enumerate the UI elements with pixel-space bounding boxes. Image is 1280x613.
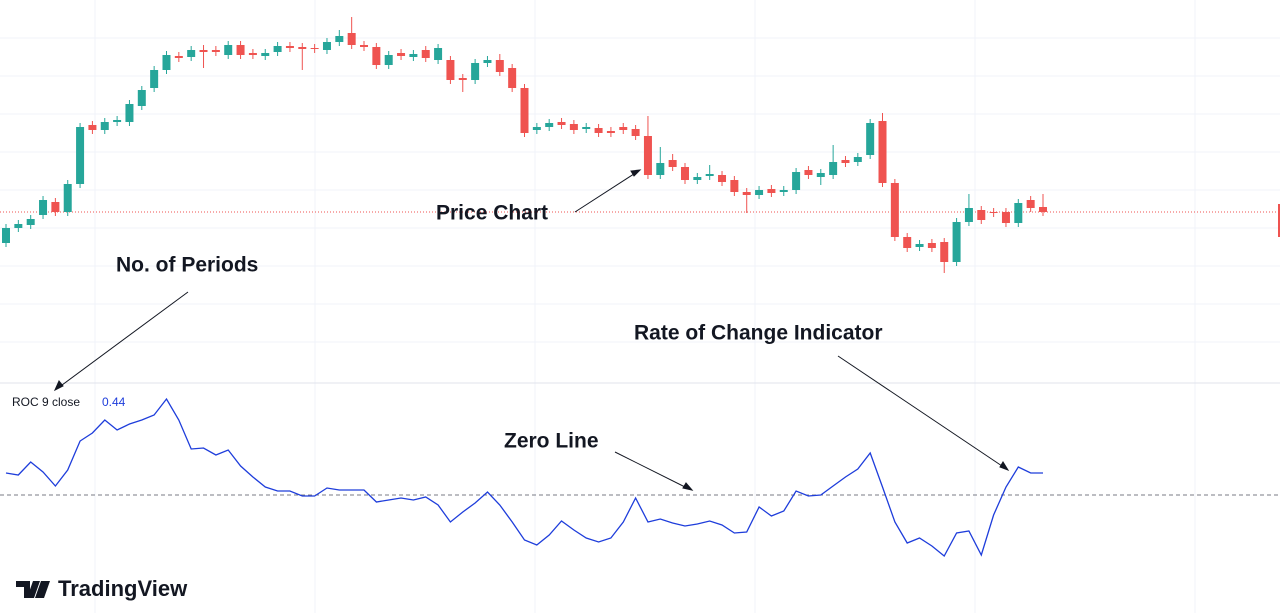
candle-body <box>63 184 72 212</box>
candle-body <box>51 202 60 212</box>
candle-body <box>273 46 282 52</box>
indicator-value: 0.44 <box>102 395 126 409</box>
candle-body <box>100 122 109 130</box>
annotation: Rate of Change Indicator <box>634 322 883 345</box>
candle-body <box>495 60 504 72</box>
candle-body <box>322 42 331 50</box>
candle-body <box>483 60 492 63</box>
candle-body <box>384 55 393 65</box>
candle-body <box>187 50 196 57</box>
candle-body <box>643 136 652 175</box>
candle-body <box>903 237 912 248</box>
candle-body <box>471 63 480 80</box>
candle-body <box>236 45 245 55</box>
candle-body <box>779 190 788 192</box>
candle-body <box>335 36 344 42</box>
candle-body <box>347 33 356 45</box>
candle-body <box>680 167 689 180</box>
candle-body <box>458 78 467 80</box>
candle-body <box>668 160 677 167</box>
candle-body <box>2 228 10 243</box>
candle-body <box>705 174 714 176</box>
candle-body <box>211 50 220 52</box>
candle-body <box>594 128 603 133</box>
candle-body <box>174 56 183 58</box>
annotation: Price Chart <box>436 202 548 225</box>
candle-body <box>619 127 628 130</box>
candle-body <box>224 45 233 55</box>
candle-body <box>1014 203 1023 223</box>
candle-body <box>434 48 443 60</box>
candle-body <box>446 60 455 80</box>
candle-body <box>39 200 48 215</box>
candle-body <box>520 88 529 133</box>
candle-body <box>298 47 307 49</box>
indicator-name: ROC 9 close <box>12 395 80 409</box>
candle-body <box>545 123 554 127</box>
last-price-marker <box>1278 204 1280 237</box>
candle-body <box>866 123 875 155</box>
candle-body <box>14 224 23 228</box>
candle-body <box>693 177 702 180</box>
candle-body <box>915 244 924 247</box>
candle-body <box>755 190 764 195</box>
logo-text: TradingView <box>58 576 188 601</box>
candle-body <box>804 170 813 175</box>
roc-line <box>5 397 1043 557</box>
candle-body <box>248 53 257 55</box>
candle-body <box>88 125 97 130</box>
candle-body <box>952 222 961 262</box>
candle-body <box>397 53 406 56</box>
candle-body <box>582 127 591 129</box>
candle-body <box>421 50 430 58</box>
candle-body <box>816 173 825 177</box>
logo: TradingView <box>16 576 188 601</box>
candle-body <box>631 129 640 136</box>
candle-body <box>718 175 727 182</box>
candle-body <box>26 219 35 225</box>
annotation: Zero Line <box>504 430 599 453</box>
candle-body <box>964 208 973 222</box>
annotation: No. of Periods <box>116 254 258 277</box>
candle-body <box>508 68 517 88</box>
candle-body <box>977 210 986 220</box>
candle-body <box>606 131 615 133</box>
candle-body <box>656 163 665 175</box>
candle-body <box>199 50 208 52</box>
candle-body <box>150 70 159 88</box>
candle-body <box>532 127 541 130</box>
candle-body <box>853 157 862 162</box>
candle-body <box>372 47 381 65</box>
candle-body <box>841 160 850 163</box>
candle-body <box>989 212 998 213</box>
arrows <box>53 169 1010 491</box>
candle-body <box>940 242 949 262</box>
candle-body <box>137 90 146 106</box>
candle-body <box>409 54 418 57</box>
candle-body <box>162 55 171 70</box>
candle-body <box>890 183 899 237</box>
candle-body <box>76 127 85 184</box>
candle-body <box>767 189 776 193</box>
candle-body <box>730 180 739 192</box>
candle-body <box>310 48 319 49</box>
candle-body <box>125 104 134 122</box>
candle-body <box>569 124 578 130</box>
candle-body <box>742 192 751 195</box>
candle-body <box>261 53 270 56</box>
candle-body <box>1039 207 1047 212</box>
candle-body <box>878 121 887 183</box>
candle-body <box>1001 212 1010 223</box>
candle-body <box>792 172 801 190</box>
logo-icon <box>16 581 50 598</box>
candle-body <box>113 120 122 122</box>
candle-body <box>360 45 369 47</box>
candle-body <box>557 122 566 125</box>
candle-body <box>285 46 294 48</box>
candle-body <box>829 162 838 175</box>
candle-body <box>927 243 936 248</box>
candle-body <box>1026 200 1035 208</box>
